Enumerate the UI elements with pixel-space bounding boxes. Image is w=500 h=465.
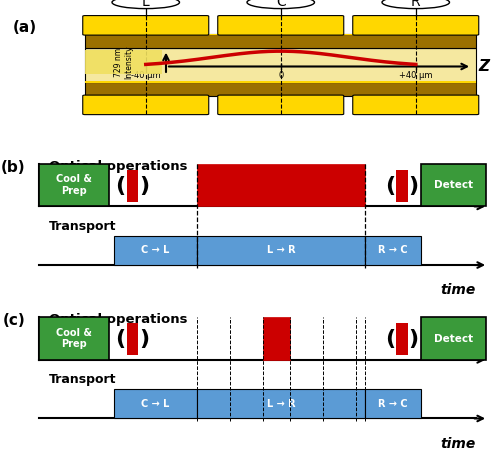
FancyBboxPatch shape <box>83 16 209 35</box>
Text: (: ( <box>116 176 126 196</box>
Bar <box>420 164 486 206</box>
Text: ): ) <box>139 176 149 196</box>
Text: (: ( <box>385 329 396 349</box>
FancyBboxPatch shape <box>218 16 344 35</box>
Text: C → L: C → L <box>142 399 170 409</box>
Text: -40 μm: -40 μm <box>131 72 160 80</box>
FancyBboxPatch shape <box>353 16 479 35</box>
Text: L → R: L → R <box>267 399 296 409</box>
FancyBboxPatch shape <box>85 50 162 74</box>
Text: Cool &
Prep: Cool & Prep <box>56 174 92 196</box>
Text: R → C: R → C <box>378 399 408 409</box>
Text: 729 nm
Intensity: 729 nm Intensity <box>114 45 133 79</box>
Bar <box>85 82 476 96</box>
Text: Transport: Transport <box>48 373 116 386</box>
Text: (b): (b) <box>0 159 25 174</box>
Bar <box>114 236 198 265</box>
Bar <box>85 34 476 35</box>
Bar <box>396 323 407 356</box>
Ellipse shape <box>247 0 314 8</box>
Bar <box>365 236 420 265</box>
Text: Detect: Detect <box>434 180 472 190</box>
Bar <box>365 389 420 418</box>
Text: L → R: L → R <box>267 246 296 255</box>
Text: (a): (a) <box>13 20 37 35</box>
Bar <box>126 170 138 202</box>
Text: +40 μm: +40 μm <box>399 72 432 80</box>
Bar <box>85 34 476 48</box>
Text: (: ( <box>116 329 126 349</box>
Bar <box>198 236 365 265</box>
Text: Optical operations: Optical operations <box>48 313 187 326</box>
Text: ): ) <box>139 329 149 349</box>
Bar <box>198 164 365 206</box>
Text: R: R <box>411 0 420 9</box>
Text: ): ) <box>408 329 418 349</box>
Text: C → L: C → L <box>142 246 170 255</box>
Text: time: time <box>440 283 476 297</box>
Text: (: ( <box>385 176 396 196</box>
Bar <box>262 318 290 360</box>
Bar <box>198 389 365 418</box>
Text: time: time <box>440 437 476 451</box>
Ellipse shape <box>112 0 180 8</box>
Bar <box>85 48 476 82</box>
Text: Z: Z <box>479 59 490 74</box>
Text: R → C: R → C <box>378 246 408 255</box>
Bar <box>85 81 476 83</box>
FancyBboxPatch shape <box>218 95 344 115</box>
Text: C: C <box>276 0 285 9</box>
Bar <box>396 170 407 202</box>
FancyBboxPatch shape <box>353 95 479 115</box>
Text: 0: 0 <box>278 72 283 80</box>
Text: Optical operations: Optical operations <box>48 159 187 173</box>
Text: Cool &
Prep: Cool & Prep <box>56 328 92 350</box>
Text: ): ) <box>408 176 418 196</box>
Bar <box>40 318 109 360</box>
Text: L: L <box>142 0 150 9</box>
Bar <box>420 318 486 360</box>
Ellipse shape <box>382 0 450 8</box>
Bar <box>40 164 109 206</box>
FancyBboxPatch shape <box>83 95 209 115</box>
Bar <box>126 323 138 356</box>
Text: Detect: Detect <box>434 334 472 344</box>
Text: Transport: Transport <box>48 219 116 232</box>
Text: (c): (c) <box>2 313 26 328</box>
Bar <box>114 389 198 418</box>
